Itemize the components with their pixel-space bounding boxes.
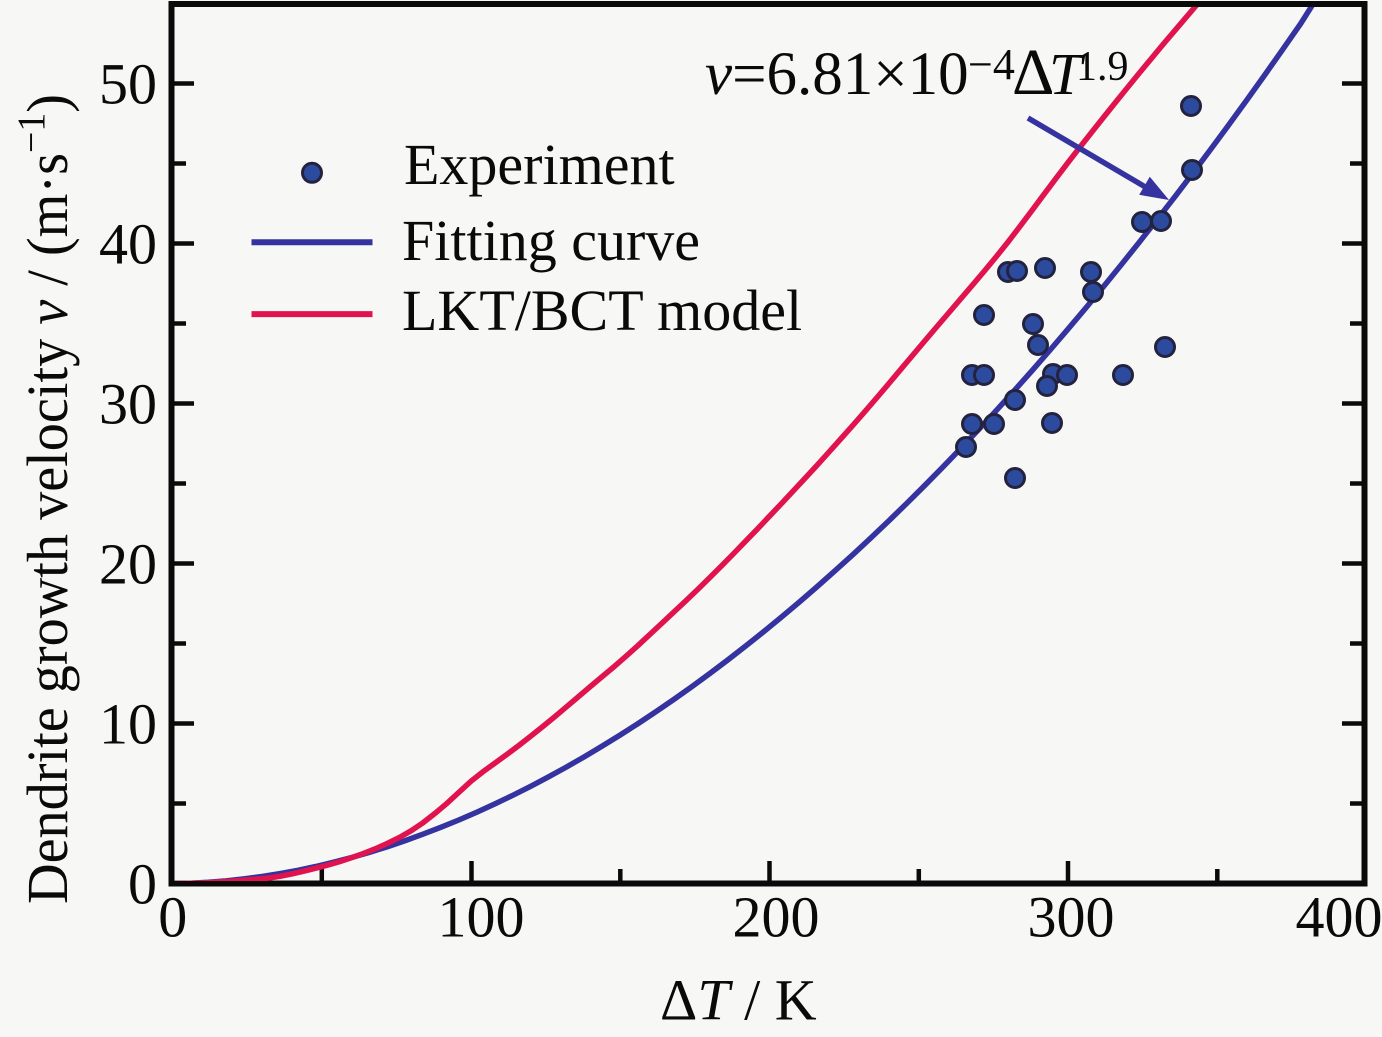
svg-text:v=6.81×10: v=6.81×10: [705, 41, 969, 108]
svg-text:50: 50: [99, 52, 157, 117]
svg-text:10: 10: [99, 692, 157, 757]
svg-text:Dendrite growth velocity v / (: Dendrite growth velocity v / (m·s−1): [10, 94, 80, 904]
svg-text:300: 300: [1028, 885, 1115, 950]
svg-text:200: 200: [733, 885, 820, 950]
svg-text:Δ: Δ: [1012, 36, 1054, 109]
svg-text:Fitting curve: Fitting curve: [402, 208, 700, 273]
svg-text:400: 400: [1296, 885, 1382, 950]
svg-text:0: 0: [128, 852, 157, 917]
svg-text:0: 0: [158, 885, 187, 950]
svg-text:LKT/BCT model: LKT/BCT model: [402, 278, 802, 343]
svg-text:40: 40: [99, 212, 157, 277]
svg-text:ΔT / K: ΔT / K: [660, 968, 817, 1033]
svg-text:1.9: 1.9: [1076, 44, 1129, 90]
svg-text:30: 30: [99, 372, 157, 437]
svg-text:100: 100: [438, 885, 525, 950]
svg-text:T: T: [1049, 41, 1086, 107]
svg-text:Experiment: Experiment: [404, 132, 675, 197]
svg-text:20: 20: [99, 532, 157, 597]
svg-text:−4: −4: [968, 40, 1015, 89]
